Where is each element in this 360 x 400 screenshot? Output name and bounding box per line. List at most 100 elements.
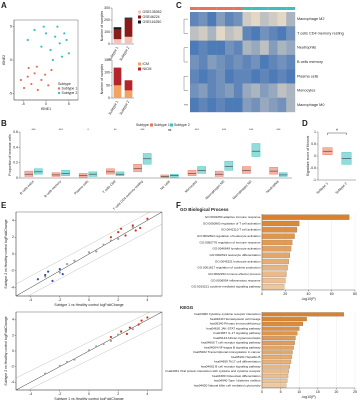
legend-label: Subtype 1: [62, 86, 78, 90]
point: [65, 38, 68, 42]
heat-cell: [277, 97, 287, 113]
x-tick-label: 0: [45, 102, 47, 106]
point: [137, 323, 140, 326]
heat-cell: [225, 83, 234, 98]
y-tick-label: 1: [314, 130, 316, 134]
bar-segment: [113, 85, 122, 98]
x-tick-label: 15: [316, 390, 320, 394]
annotation-strip: [286, 7, 295, 10]
box: [214, 170, 224, 177]
annotation-strip: [233, 7, 243, 10]
heat-cell: [268, 97, 278, 113]
point: [109, 339, 112, 342]
point: [67, 52, 70, 55]
point: [26, 75, 29, 78]
point: [27, 66, 30, 70]
y-tick-label: 50: [106, 83, 110, 87]
bar: [261, 364, 290, 369]
y-tick-label: hsa04061 Viral protein interaction with …: [165, 369, 260, 373]
x-tick-label: 80: [353, 292, 357, 296]
heat-cell: [251, 40, 261, 56]
heat-cell: [190, 12, 199, 27]
y-tick-label: 0.6: [13, 130, 18, 134]
heat-cell: [233, 12, 243, 27]
box: [106, 168, 115, 175]
y-tick-label: 0: [314, 154, 316, 158]
bar: [261, 312, 344, 317]
point: [87, 349, 91, 352]
box: [269, 167, 278, 175]
diagonal: [15, 211, 163, 297]
legend-label: ICM: [143, 62, 150, 66]
y-tick-label: GO:0042110 T cell activation: [221, 228, 261, 232]
point: [51, 279, 54, 282]
y-tick-label: -5: [9, 91, 12, 95]
x-tick-label: Monocytes: [184, 179, 198, 193]
bar: [261, 369, 289, 374]
y-axis-label: Subtype 2 vs Healthy control logFoldChan…: [4, 316, 8, 385]
x-tick-label: 0: [88, 392, 90, 396]
legend-label: GSE135052: [143, 10, 162, 14]
row-label: T cells CD4 memory resting: [297, 31, 344, 35]
box: [160, 174, 170, 178]
heat-cell: [277, 12, 287, 27]
heat-cell: [251, 69, 261, 84]
box: [133, 163, 142, 173]
bar-segment: [124, 36, 133, 44]
heat-cell: [268, 26, 278, 41]
legend-swatch: [138, 10, 141, 14]
point: [56, 25, 59, 28]
heat-cell: [286, 54, 296, 70]
point: [73, 358, 76, 361]
y-tick-label: hsa04650 Natural killer cell mediated cy…: [194, 383, 261, 387]
x-tick-label: T cells CD8: [102, 179, 117, 194]
significance: ns: [168, 128, 172, 132]
heat-cell: [260, 26, 269, 41]
point: [73, 259, 76, 262]
x-tick-label: -2: [58, 392, 61, 396]
y-tick-label: GO:0019221 cytokine-mediated signaling p…: [191, 285, 261, 289]
point: [50, 68, 53, 72]
heat-cell: [242, 83, 252, 98]
y-tick-label: hsa04060 Cytokine-cytokine receptor inte…: [194, 312, 260, 316]
bar: [261, 345, 294, 350]
significance: ***: [249, 128, 254, 132]
point: [49, 48, 52, 52]
bar: [261, 239, 293, 246]
y-tick-label: 2: [12, 235, 14, 239]
heat-cell: [286, 83, 296, 98]
heat-cell: [251, 12, 261, 27]
bar: [261, 265, 288, 271]
legend-label: Subtype 1: [154, 123, 170, 127]
annotation-strip: [190, 7, 199, 10]
box: [51, 172, 61, 177]
point: [131, 328, 134, 331]
point: [35, 65, 38, 68]
heat-cell: [233, 97, 243, 113]
bar: [261, 227, 297, 233]
diagonal-band: [27, 323, 163, 391]
x-tick-label: 20: [334, 390, 338, 394]
y-tick-label: hsa05340 Primary immunodeficiency: [210, 322, 261, 326]
diagonal-band: [15, 211, 151, 285]
y-tick-label: GO:0002252 immune effector process: [208, 272, 261, 276]
heat-cell: [251, 83, 261, 98]
annotation-strip: [277, 7, 287, 10]
heat-cell: [225, 69, 234, 84]
bar: [261, 321, 304, 326]
legend-swatch: [138, 15, 141, 19]
point: [120, 330, 123, 333]
significance: **: [114, 128, 117, 132]
bar-segment: [113, 29, 122, 40]
x-tick-label: 5: [280, 390, 282, 394]
y-tick-label: 0: [10, 58, 12, 62]
bar-segment: [124, 90, 133, 98]
bar: [261, 326, 300, 331]
heat-cell: [225, 54, 234, 70]
point: [134, 229, 137, 232]
point: [95, 250, 98, 253]
panel-label: B: [1, 119, 7, 128]
y-tick-label: hsa04380 Osteoclast differentiation: [212, 374, 261, 378]
y-tick-label: 0: [16, 176, 18, 180]
y-tick-label: 0: [12, 252, 14, 256]
